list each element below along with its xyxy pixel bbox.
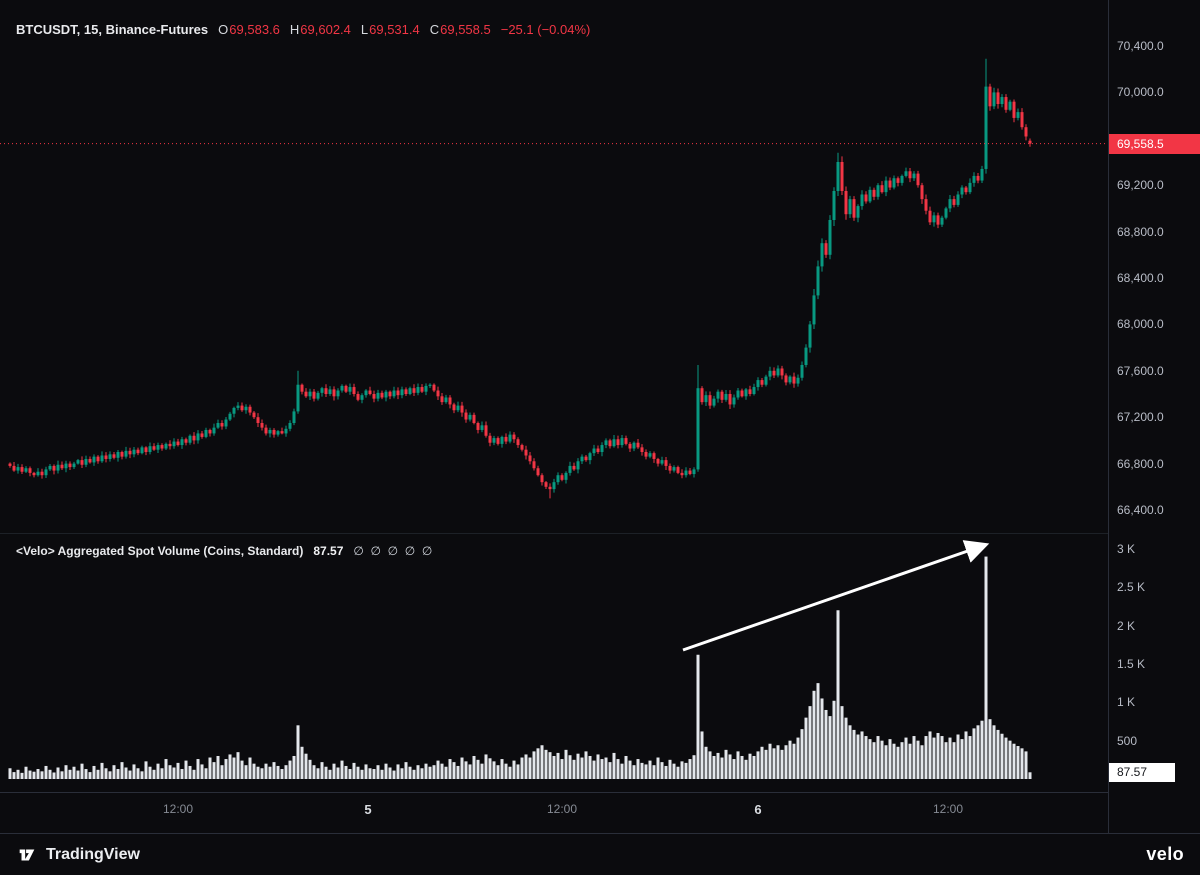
ohlc-high: H69,602.4 (290, 22, 351, 37)
symbol-legend[interactable]: BTCUSDT, 15, Binance-Futures O69,583.6 H… (16, 22, 590, 37)
trend-arrow-annotation[interactable] (682, 540, 990, 652)
time-axis-label: 5 (364, 802, 372, 817)
low-label: L (360, 22, 369, 37)
volume-indicator-title[interactable]: <Velo> Aggregated Spot Volume (Coins, St… (16, 544, 304, 558)
tradingview-logo[interactable]: TradingView (16, 844, 140, 866)
velo-logo[interactable]: velo (1146, 844, 1184, 865)
price-axis-label: 66,800.0 (1117, 456, 1164, 471)
open-label: O (218, 22, 229, 37)
volume-axis-label: 3 K (1117, 541, 1136, 556)
price-axis-label: 67,600.0 (1117, 363, 1164, 378)
volume-axis-label: 1.5 K (1117, 656, 1146, 671)
tradingview-logo-icon (19, 849, 35, 860)
velo-label: velo (1146, 844, 1184, 864)
tradingview-label: TradingView (46, 845, 140, 863)
volume-axis-label: 2 K (1117, 618, 1136, 633)
time-axis[interactable]: 12:00 5 12:00 6 12:00 (0, 792, 1108, 833)
time-axis-label: 12:00 (546, 802, 578, 816)
volume-indicator-value: 87.57 (313, 544, 344, 558)
price-axis-label: 68,800.0 (1117, 224, 1164, 239)
price-axis-label: 70,000.0 (1117, 85, 1164, 100)
time-axis-label: 12:00 (932, 802, 964, 816)
price-axis-label: 68,000.0 (1117, 317, 1164, 332)
price-axis-label: 68,400.0 (1117, 271, 1164, 285)
time-axis-label: 12:00 (162, 802, 194, 816)
candlestick-series (8, 58, 1032, 499)
price-axis-label: 69,200.0 (1117, 178, 1164, 193)
symbol-title[interactable]: BTCUSDT, 15, Binance-Futures (16, 22, 209, 37)
price-axis-label: 70,400.0 (1117, 39, 1164, 53)
volume-series (8, 556, 1032, 779)
open-value: 69,583.6 (229, 22, 280, 37)
candlestick-volume-chart[interactable] (0, 0, 1108, 833)
volume-axis-label: 2.5 K (1117, 580, 1146, 595)
time-axis-label: 6 (754, 802, 762, 817)
low-value: 69,531.4 (369, 22, 420, 37)
ohlc-low: L69,531.4 (361, 22, 420, 37)
volume-axis-label: 1 K (1117, 695, 1136, 710)
high-label: H (289, 22, 300, 37)
price-axis-label: 67,200.0 (1117, 410, 1164, 425)
close-value: 69,558.5 (440, 22, 491, 37)
chart-area[interactable]: BTCUSDT, 15, Binance-Futures O69,583.6 H… (0, 0, 1108, 833)
volume-indicator-legend[interactable]: <Velo> Aggregated Spot Volume (Coins, St… (16, 544, 432, 558)
volume-axis-label: 500 (1117, 733, 1138, 748)
footer-bar: TradingView velo (0, 833, 1200, 875)
close-label: C (429, 22, 440, 37)
price-axis[interactable]: 69,558.5 87.57 70,400.0 70,000.0 69,200.0 6… (1108, 0, 1200, 833)
high-value: 69,602.4 (300, 22, 351, 37)
price-axis-label: 66,400.0 (1117, 503, 1164, 517)
last-price-badge: 69,558.5 (1109, 133, 1200, 154)
volume-value-badge: 87.57 (1109, 763, 1175, 783)
ohlc-close: C69,558.5 (430, 22, 491, 37)
price-change: −25.1 (−0.04%) (500, 22, 591, 37)
ohlc-open: O69,583.6 (218, 22, 280, 37)
volume-indicator-empty-values: ∅ ∅ ∅ ∅ ∅ (353, 544, 433, 558)
